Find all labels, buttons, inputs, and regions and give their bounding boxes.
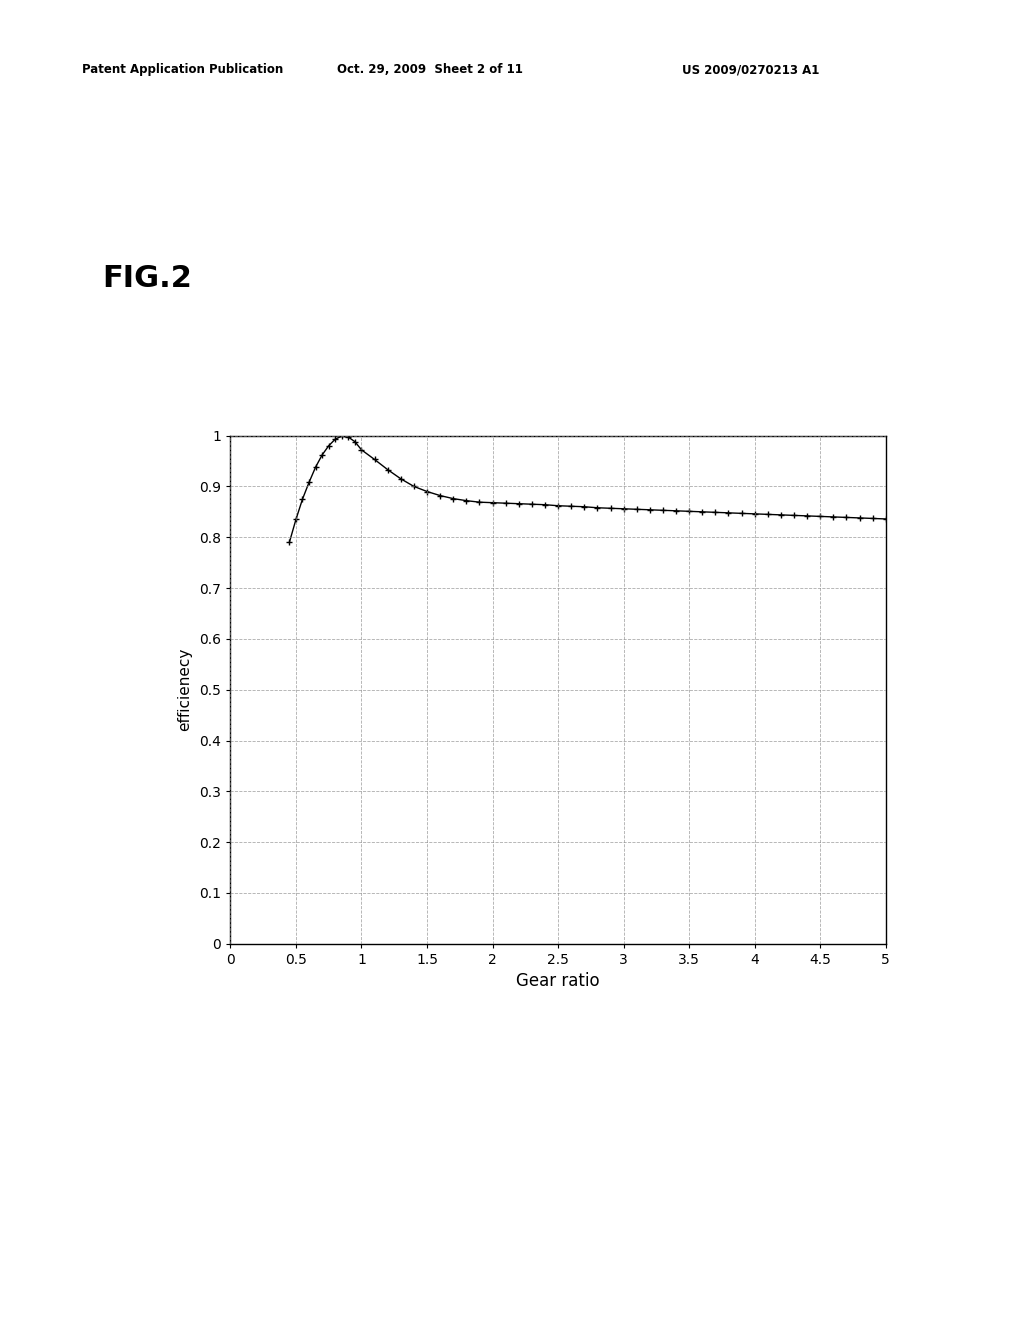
Text: Patent Application Publication: Patent Application Publication — [82, 63, 284, 77]
Y-axis label: efficienecy: efficienecy — [177, 648, 193, 731]
Text: US 2009/0270213 A1: US 2009/0270213 A1 — [682, 63, 819, 77]
Text: Oct. 29, 2009  Sheet 2 of 11: Oct. 29, 2009 Sheet 2 of 11 — [337, 63, 523, 77]
Text: FIG.2: FIG.2 — [102, 264, 193, 293]
X-axis label: Gear ratio: Gear ratio — [516, 973, 600, 990]
